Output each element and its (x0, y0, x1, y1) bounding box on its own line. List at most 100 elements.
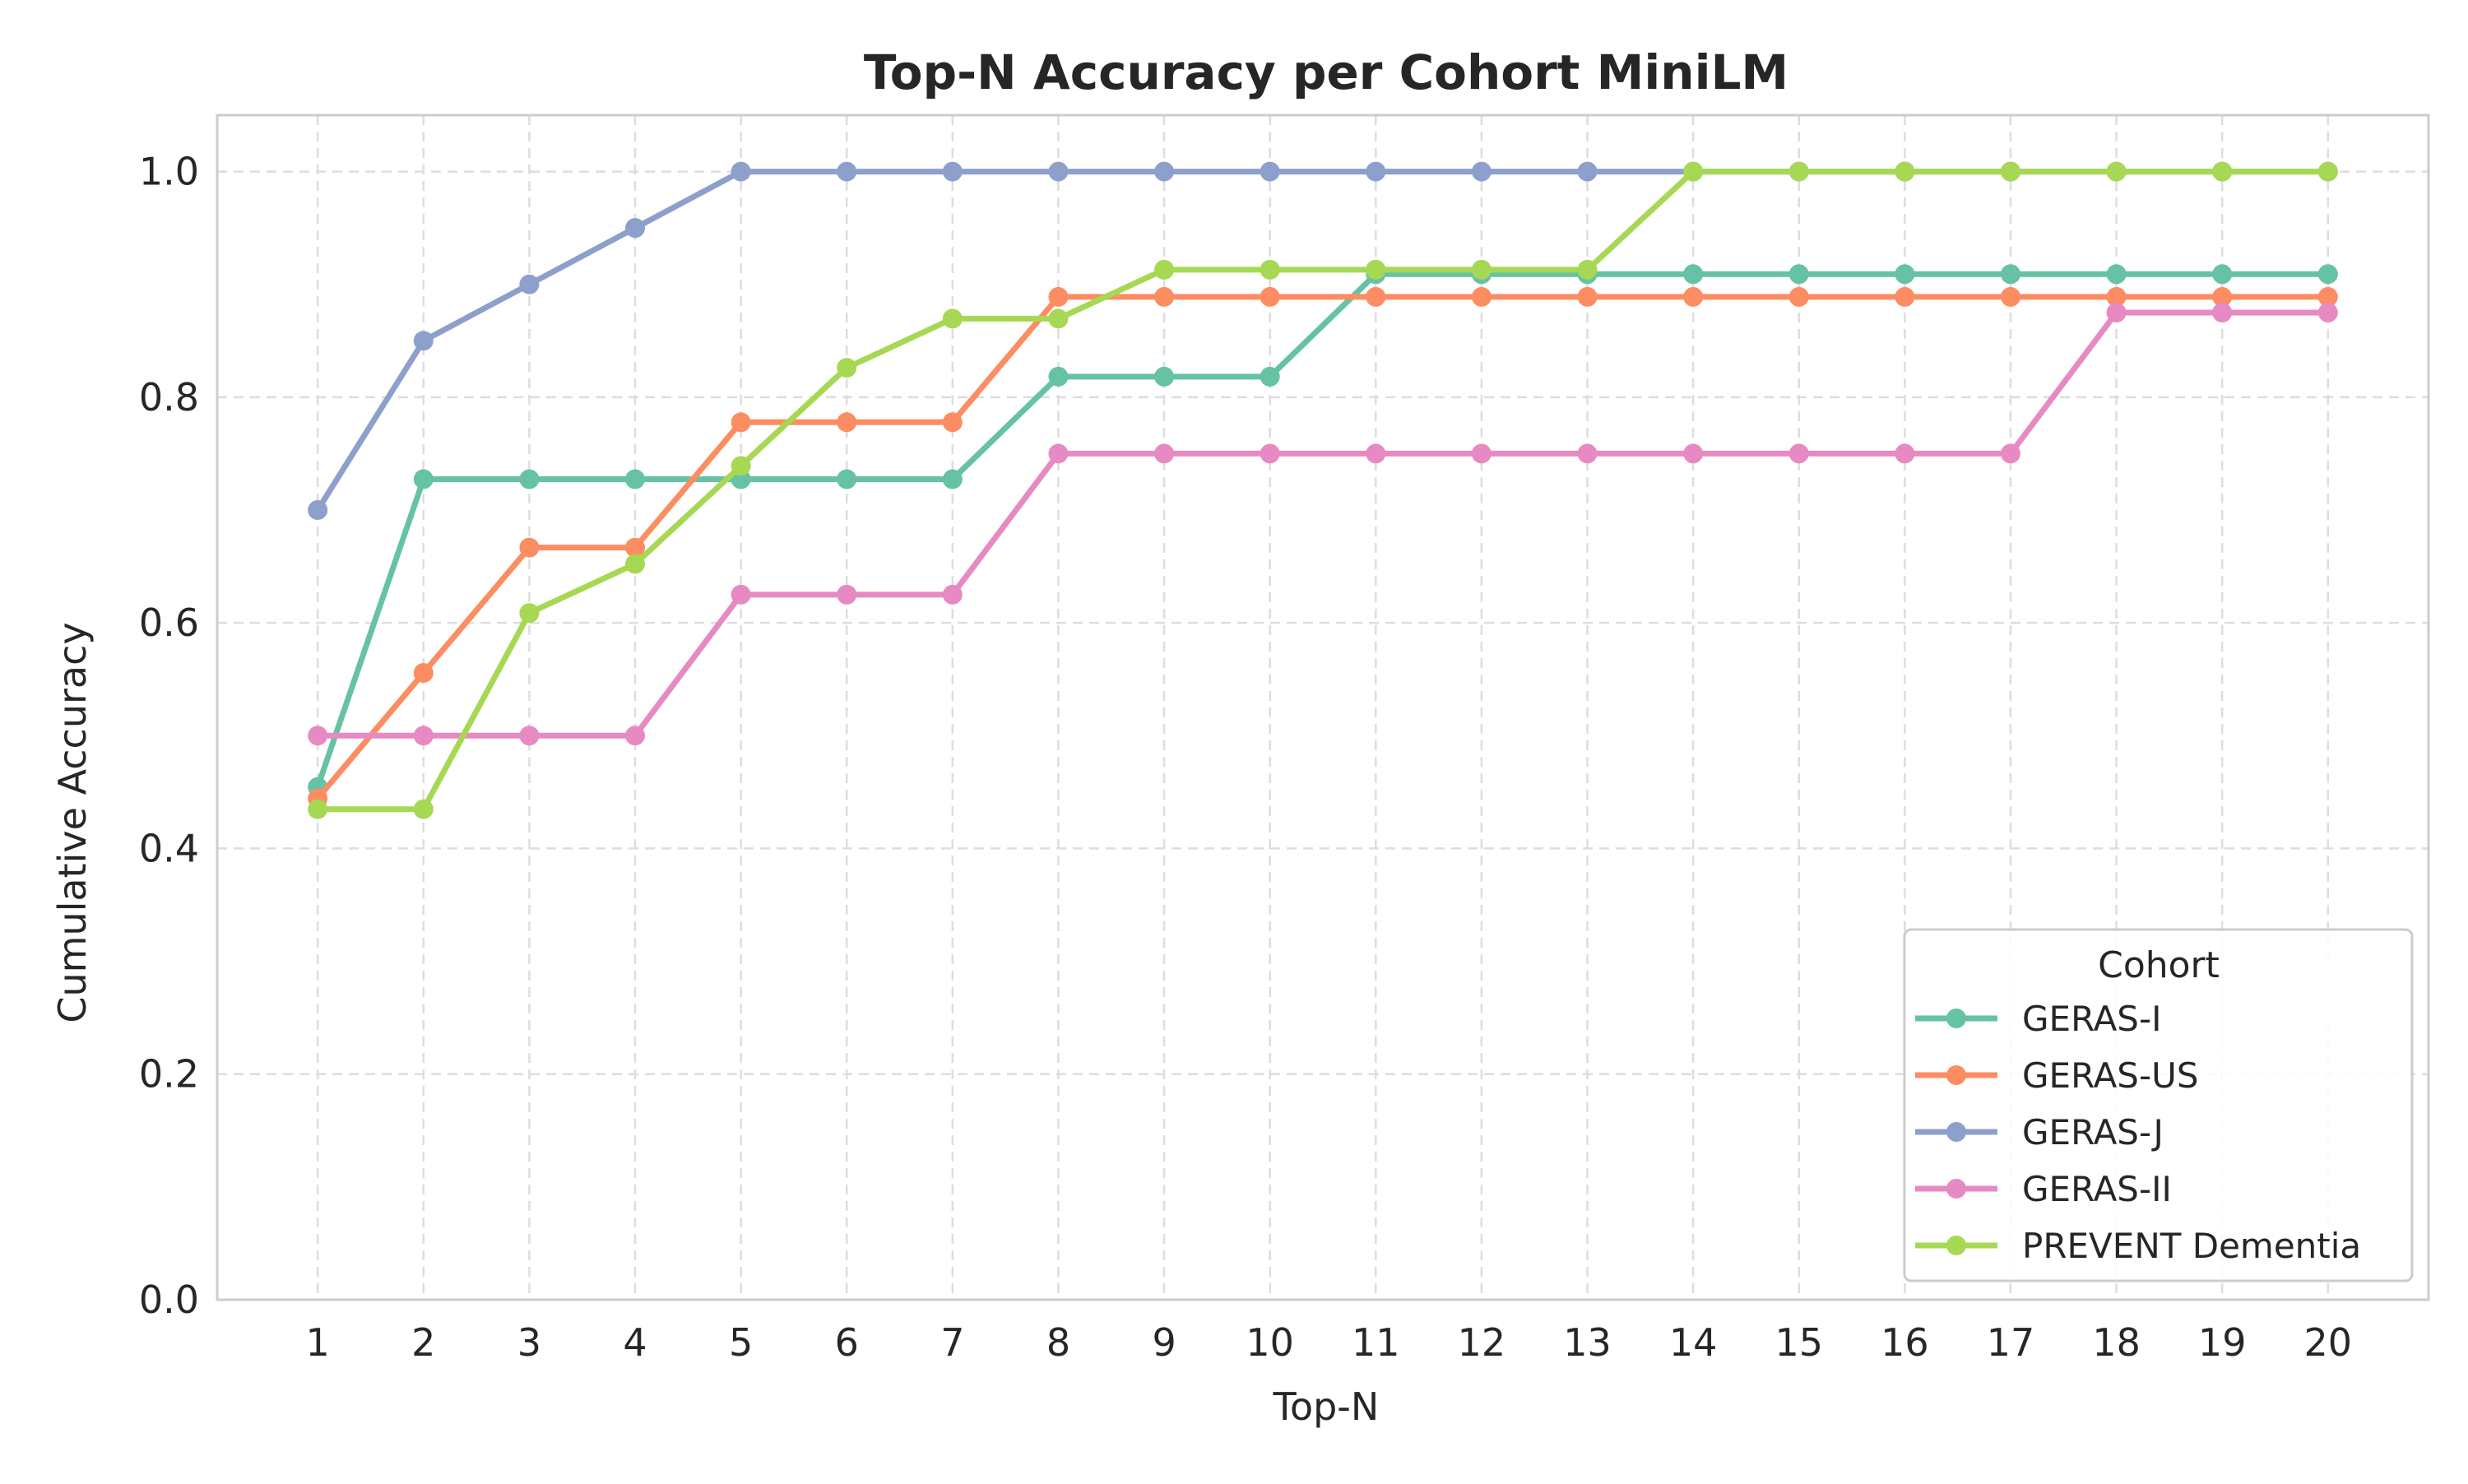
data-point (837, 161, 857, 182)
x-tick-label: 10 (1246, 1320, 1294, 1365)
x-axis-label: Top-N (1273, 1384, 1380, 1429)
data-point (1366, 259, 1386, 280)
legend-entry: GERAS-I (1915, 999, 2162, 1039)
data-point (1154, 286, 1175, 307)
data-point (1788, 286, 1809, 307)
data-point (1260, 443, 1280, 464)
data-point (413, 726, 434, 746)
data-point (2106, 264, 2127, 285)
legend-label: PREVENT Dementia (2022, 1226, 2361, 1266)
data-point (1260, 161, 1280, 182)
data-point (625, 554, 646, 574)
data-point (731, 412, 751, 433)
data-point (1260, 366, 1280, 387)
y-tick-label: 0.0 (139, 1278, 199, 1322)
series-line (314, 169, 2331, 813)
series-prevent-dementia (308, 161, 2338, 819)
data-point (625, 218, 646, 239)
data-point (413, 663, 434, 684)
x-tick-label: 11 (1352, 1320, 1400, 1365)
x-tick-label: 17 (1987, 1320, 2035, 1365)
series-line (314, 294, 2331, 802)
data-point (1471, 161, 1491, 182)
data-point (1577, 443, 1598, 464)
data-point (2212, 264, 2233, 285)
data-point (2317, 286, 2338, 307)
x-tick-label: 18 (2092, 1320, 2141, 1365)
data-point (1895, 264, 1915, 285)
legend-label: GERAS-J (2022, 1112, 2164, 1152)
data-point (519, 603, 540, 624)
data-point (1366, 443, 1386, 464)
legend-swatch-marker (1946, 1236, 1966, 1255)
data-point (308, 799, 328, 819)
data-point (2317, 264, 2338, 285)
data-point (1895, 161, 1915, 182)
series-line (314, 271, 2331, 791)
legend-box (1903, 928, 2414, 1282)
data-point (1788, 264, 1809, 285)
data-point (308, 500, 328, 520)
legend-label: GERAS-US (2022, 1055, 2199, 1096)
y-tick-label: 0.2 (139, 1052, 199, 1097)
data-point (625, 537, 646, 558)
legend-swatch-marker (1946, 1065, 1966, 1085)
data-point (413, 469, 434, 489)
data-point (1683, 443, 1704, 464)
y-tick-label: 1.0 (139, 150, 199, 194)
data-point (1048, 286, 1069, 307)
data-point (731, 584, 751, 605)
data-point (1471, 259, 1491, 280)
data-point (942, 161, 963, 182)
data-point (837, 584, 857, 605)
data-point (1260, 286, 1280, 307)
data-point (1048, 161, 1069, 182)
y-tick-label: 0.4 (139, 826, 199, 870)
data-point (1154, 161, 1175, 182)
x-tick-label: 8 (1046, 1320, 1070, 1365)
data-point (1260, 259, 1280, 280)
x-tick-label: 19 (2198, 1320, 2247, 1365)
legend-entry: GERAS-J (1915, 1112, 2164, 1152)
x-tick-label: 4 (623, 1320, 647, 1365)
data-point (837, 469, 857, 489)
legend-label: GERAS-I (2022, 999, 2162, 1039)
data-point (1048, 366, 1069, 387)
y-tick-label: 0.6 (139, 601, 199, 645)
x-tick-label: 13 (1563, 1320, 1612, 1365)
data-point (942, 412, 963, 433)
x-tick-label: 5 (729, 1320, 753, 1365)
data-point (1788, 161, 1809, 182)
x-tick-label: 16 (1881, 1320, 1929, 1365)
data-point (519, 469, 540, 489)
legend-entry: GERAS-US (1915, 1055, 2199, 1096)
x-tick-label: 6 (835, 1320, 859, 1365)
axes-frame (216, 114, 2430, 1301)
data-point (1683, 286, 1704, 307)
ticks: 1 2 3 4 5 6 7 8 9 10 11 12 13 14 15 16 17 18 19 200.00.20.4… (139, 150, 2352, 1365)
data-point (2212, 286, 2233, 307)
legend-entry: PREVENT Dementia (1915, 1226, 2361, 1266)
data-point (519, 726, 540, 746)
data-point (1577, 259, 1598, 280)
data-point (1154, 443, 1175, 464)
legend: Cohort GERAS-I GERAS-US GERAS-J GERAS-II PRE… (1903, 928, 2414, 1282)
data-point (942, 584, 963, 605)
data-point (308, 726, 328, 746)
data-point (942, 469, 963, 489)
legend-entry: GERAS-II (1915, 1169, 2172, 1209)
x-tick-label: 12 (1458, 1320, 1506, 1365)
series-lines (308, 161, 2338, 819)
data-point (519, 274, 540, 294)
x-tick-label: 3 (517, 1320, 541, 1365)
series-line (314, 309, 2331, 739)
data-point (2317, 303, 2338, 322)
data-point (413, 799, 434, 819)
data-point (1683, 161, 1704, 182)
legend-swatch-marker (1946, 1122, 1966, 1142)
data-point (731, 456, 751, 476)
x-tick-label: 9 (1152, 1320, 1176, 1365)
data-point (1048, 443, 1069, 464)
data-point (1471, 443, 1491, 464)
data-point (1895, 286, 1915, 307)
